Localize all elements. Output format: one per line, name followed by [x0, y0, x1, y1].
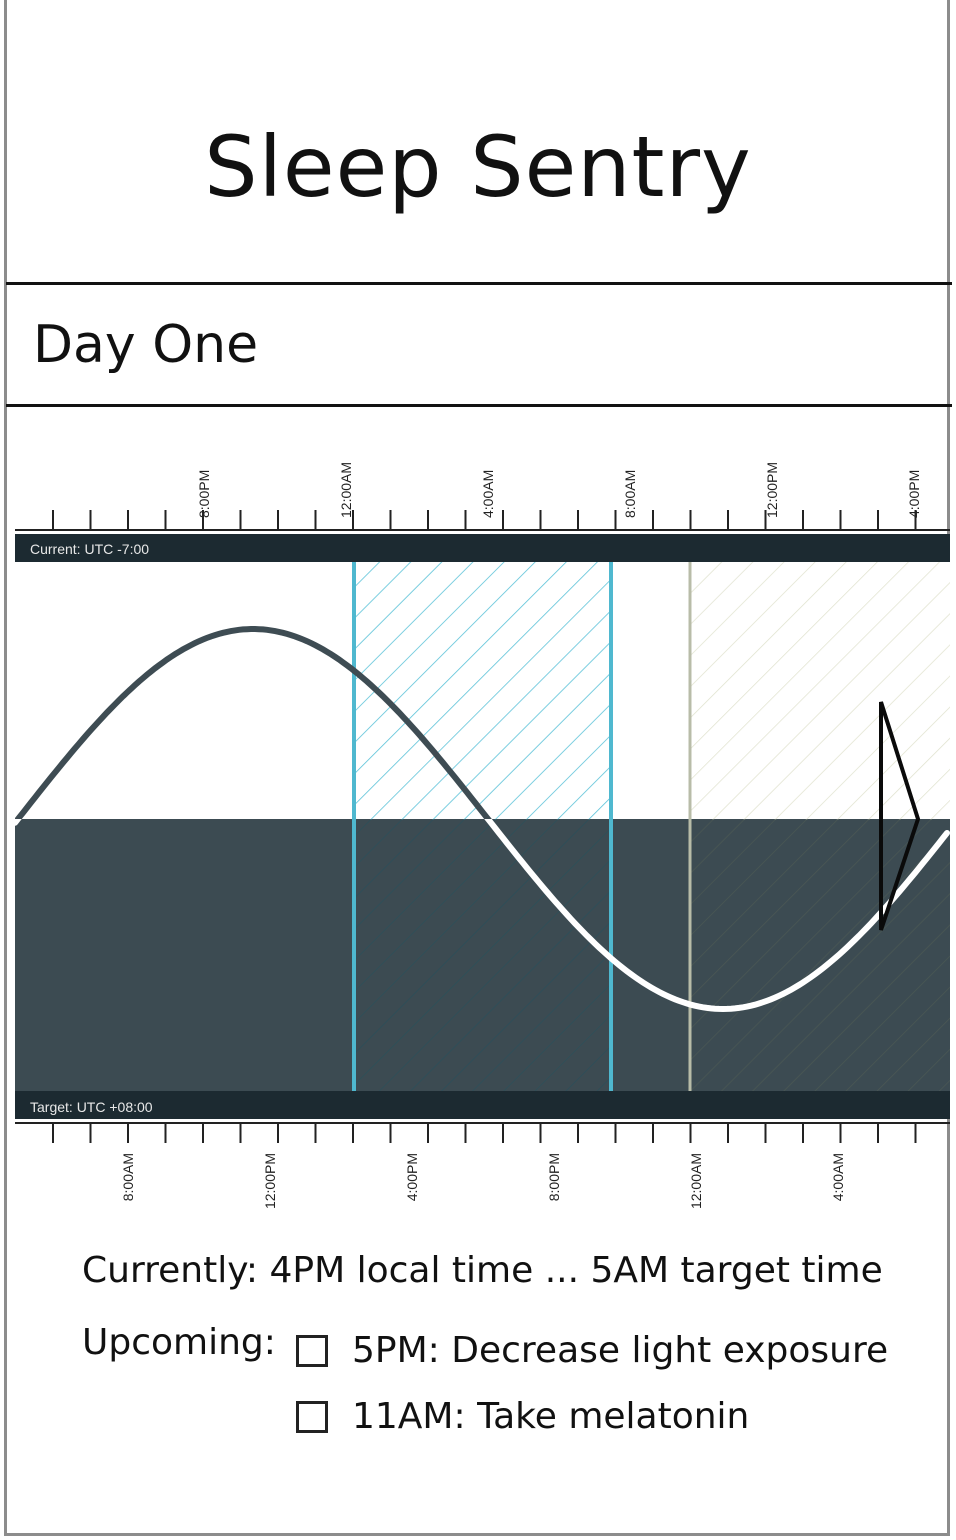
- day-label: Day One: [33, 315, 259, 375]
- circadian-curve: [15, 626, 950, 1013]
- app-title: Sleep Sentry: [204, 118, 752, 216]
- sleep-window[interactable]: [352, 562, 613, 1091]
- circadian-timeline[interactable]: 8:00PM 12:00AM 4:00AM 8:00AM 12:00PM 4:00PM C…: [0, 412, 956, 1242]
- task-item[interactable]: 5PM: Decrease light exposure: [296, 1330, 888, 1371]
- upcoming-label: Upcoming:: [82, 1322, 276, 1363]
- current-axis-tick-label: 4:00PM: [906, 470, 922, 518]
- target-zone-band: [15, 1091, 950, 1119]
- current-axis-tick-label: 8:00AM: [622, 470, 638, 518]
- current-time-axis: 8:00PM 12:00AM 4:00AM 8:00AM 12:00PM 4:00PM: [15, 462, 950, 531]
- play-arrow-icon[interactable]: [879, 701, 921, 931]
- header-divider: [6, 282, 952, 285]
- target-time-axis: 8:00AM 12:00PM 4:00PM 8:00PM 12:00AM 4:00AM: [15, 1122, 950, 1209]
- current-axis-tick-label: 8:00PM: [196, 470, 212, 518]
- target-axis-tick-label: 4:00PM: [404, 1153, 420, 1201]
- current-time-status: Currently: 4PM local time ... 5AM target…: [82, 1250, 883, 1291]
- task-label: 11AM: Take melatonin: [352, 1396, 750, 1437]
- target-axis-tick-label: 12:00PM: [262, 1153, 278, 1209]
- current-zone-band: [15, 534, 950, 562]
- target-axis-tick-label: 4:00AM: [830, 1153, 846, 1201]
- current-axis-tick-label: 12:00PM: [764, 462, 780, 518]
- task-item[interactable]: 11AM: Take melatonin: [296, 1396, 749, 1437]
- day-divider: [6, 404, 952, 407]
- current-zone-label: Current: UTC -7:00: [30, 541, 149, 557]
- task-checkbox[interactable]: [296, 1400, 328, 1433]
- current-axis-tick-label: 12:00AM: [338, 462, 354, 518]
- target-axis-tick-label: 8:00AM: [120, 1153, 136, 1201]
- target-axis-tick-label: 8:00PM: [546, 1153, 562, 1201]
- task-checkbox[interactable]: [296, 1334, 328, 1367]
- current-axis-tick-label: 4:00AM: [480, 470, 496, 518]
- target-axis-tick-label: 12:00AM: [688, 1153, 704, 1209]
- task-label: 5PM: Decrease light exposure: [352, 1330, 889, 1371]
- target-zone-label: Target: UTC +08:00: [30, 1099, 153, 1115]
